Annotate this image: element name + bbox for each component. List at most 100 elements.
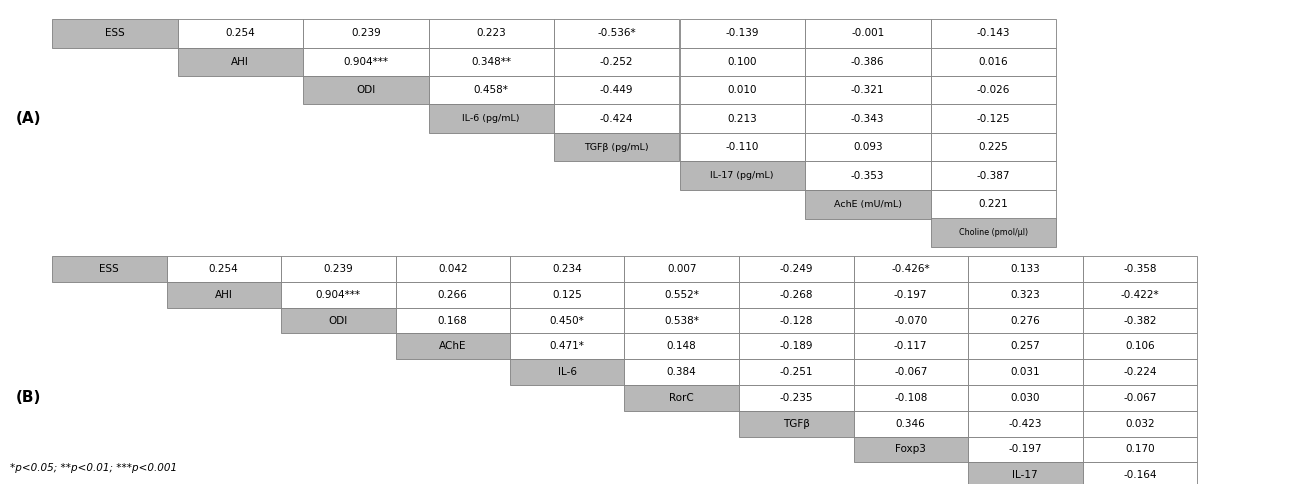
Text: TGFβ (pg/mL): TGFβ (pg/mL) [585, 143, 650, 152]
Text: -0.424: -0.424 [600, 114, 634, 124]
FancyBboxPatch shape [281, 308, 396, 333]
Text: 0.042: 0.042 [437, 264, 467, 274]
Text: -0.387: -0.387 [977, 171, 1011, 181]
Text: ESS: ESS [100, 264, 119, 274]
Text: -0.139: -0.139 [726, 28, 760, 38]
Text: -0.143: -0.143 [977, 28, 1011, 38]
FancyBboxPatch shape [554, 105, 679, 133]
Text: -0.110: -0.110 [726, 142, 760, 152]
FancyBboxPatch shape [854, 437, 968, 462]
FancyBboxPatch shape [854, 308, 968, 333]
FancyBboxPatch shape [968, 333, 1083, 359]
FancyBboxPatch shape [968, 282, 1083, 308]
Text: -0.252: -0.252 [600, 57, 634, 67]
Text: (B): (B) [16, 391, 40, 406]
FancyBboxPatch shape [739, 282, 854, 308]
Text: IL-17: IL-17 [1012, 470, 1038, 480]
FancyBboxPatch shape [510, 282, 625, 308]
Text: 0.346: 0.346 [895, 419, 925, 429]
Text: 0.552*: 0.552* [664, 290, 699, 300]
FancyBboxPatch shape [968, 462, 1083, 484]
Text: Choline (pmol/μl): Choline (pmol/μl) [959, 228, 1027, 237]
FancyBboxPatch shape [805, 19, 930, 47]
FancyBboxPatch shape [510, 308, 625, 333]
FancyBboxPatch shape [930, 162, 1056, 190]
Text: -0.197: -0.197 [894, 290, 928, 300]
Text: 0.016: 0.016 [978, 57, 1008, 67]
Text: 0.148: 0.148 [666, 341, 696, 351]
FancyBboxPatch shape [1083, 437, 1197, 462]
FancyBboxPatch shape [281, 256, 396, 282]
FancyBboxPatch shape [930, 105, 1056, 133]
FancyBboxPatch shape [805, 162, 930, 190]
FancyBboxPatch shape [679, 133, 805, 162]
FancyBboxPatch shape [739, 359, 854, 385]
Text: 0.125: 0.125 [553, 290, 582, 300]
FancyBboxPatch shape [739, 256, 854, 282]
Text: -0.343: -0.343 [851, 114, 885, 124]
Text: -0.189: -0.189 [779, 341, 813, 351]
Text: 0.323: 0.323 [1011, 290, 1040, 300]
Text: 0.257: 0.257 [1011, 341, 1040, 351]
Text: AHI: AHI [215, 290, 233, 300]
Text: -0.224: -0.224 [1123, 367, 1157, 377]
FancyBboxPatch shape [968, 256, 1083, 282]
FancyBboxPatch shape [930, 47, 1056, 76]
FancyBboxPatch shape [510, 256, 625, 282]
Text: IL-6 (pg/mL): IL-6 (pg/mL) [462, 114, 520, 123]
Text: -0.070: -0.070 [894, 316, 928, 326]
FancyBboxPatch shape [625, 333, 739, 359]
FancyBboxPatch shape [167, 256, 281, 282]
Text: 0.276: 0.276 [1011, 316, 1040, 326]
Text: (A): (A) [16, 111, 40, 126]
Text: 0.225: 0.225 [978, 142, 1008, 152]
FancyBboxPatch shape [1083, 282, 1197, 308]
Text: 0.384: 0.384 [666, 367, 696, 377]
FancyBboxPatch shape [303, 76, 428, 105]
FancyBboxPatch shape [805, 190, 930, 218]
Text: 0.223: 0.223 [476, 28, 506, 38]
FancyBboxPatch shape [52, 19, 177, 47]
Text: -0.067: -0.067 [894, 367, 928, 377]
FancyBboxPatch shape [739, 411, 854, 437]
FancyBboxPatch shape [805, 76, 930, 105]
Text: ODI: ODI [356, 85, 375, 95]
Text: -0.164: -0.164 [1123, 470, 1157, 480]
Text: 0.030: 0.030 [1011, 393, 1040, 403]
Text: 0.458*: 0.458* [474, 85, 509, 95]
Text: TGFβ: TGFβ [783, 419, 810, 429]
FancyBboxPatch shape [739, 308, 854, 333]
Text: 0.348**: 0.348** [471, 57, 511, 67]
FancyBboxPatch shape [1083, 333, 1197, 359]
FancyBboxPatch shape [625, 385, 739, 411]
Text: 0.007: 0.007 [666, 264, 696, 274]
Text: -0.423: -0.423 [1008, 419, 1042, 429]
Text: -0.449: -0.449 [600, 85, 634, 95]
Text: 0.266: 0.266 [437, 290, 467, 300]
FancyBboxPatch shape [1083, 411, 1197, 437]
FancyBboxPatch shape [510, 333, 625, 359]
FancyBboxPatch shape [167, 282, 281, 308]
FancyBboxPatch shape [968, 437, 1083, 462]
Text: 0.213: 0.213 [727, 114, 757, 124]
Text: -0.358: -0.358 [1123, 264, 1157, 274]
FancyBboxPatch shape [739, 333, 854, 359]
Text: 0.100: 0.100 [727, 57, 757, 67]
FancyBboxPatch shape [930, 76, 1056, 105]
FancyBboxPatch shape [625, 282, 739, 308]
Text: 0.221: 0.221 [978, 199, 1008, 209]
FancyBboxPatch shape [679, 47, 805, 76]
FancyBboxPatch shape [396, 333, 510, 359]
FancyBboxPatch shape [177, 19, 303, 47]
FancyBboxPatch shape [854, 256, 968, 282]
Text: 0.234: 0.234 [553, 264, 582, 274]
Text: -0.251: -0.251 [779, 367, 813, 377]
Text: IL-6: IL-6 [558, 367, 577, 377]
FancyBboxPatch shape [625, 359, 739, 385]
Text: -0.001: -0.001 [851, 28, 884, 38]
Text: AHI: AHI [232, 57, 250, 67]
Text: -0.422*: -0.422* [1121, 290, 1159, 300]
Text: AChE: AChE [439, 341, 467, 351]
FancyBboxPatch shape [396, 282, 510, 308]
Text: 0.904***: 0.904*** [316, 290, 361, 300]
